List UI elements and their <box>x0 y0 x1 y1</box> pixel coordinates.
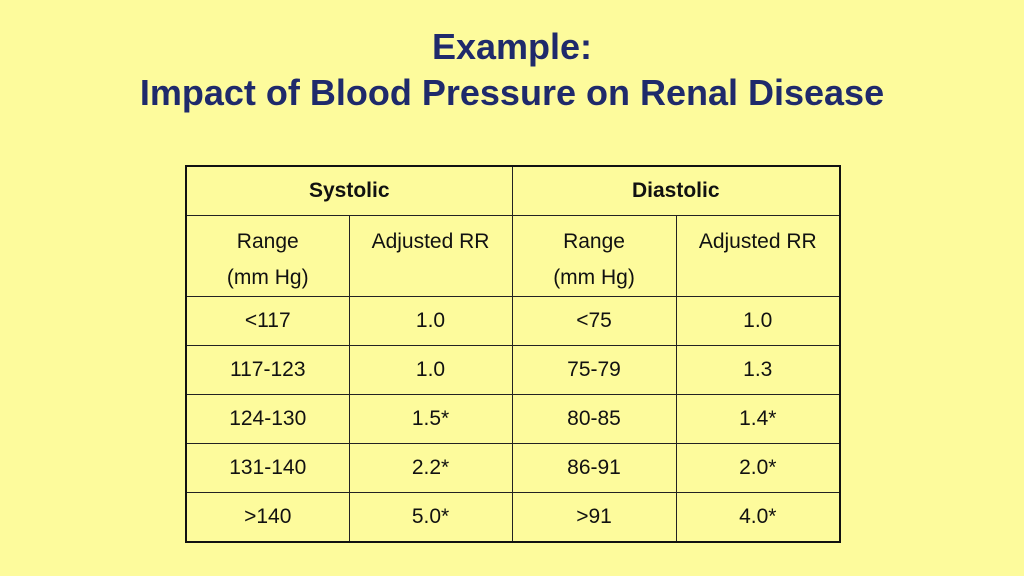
range-label: Range <box>563 230 625 253</box>
group-header-systolic: Systolic <box>185 165 513 216</box>
title-line-1: Example: <box>431 26 593 67</box>
diastolic-rr-cell: 1.4* <box>675 394 841 444</box>
table-row: 124-130 1.5* 80-85 1.4* <box>185 394 841 444</box>
diastolic-range-cell: >91 <box>511 492 677 543</box>
subheader-row: Range (mm Hg) Adjusted RR Range (mm Hg) … <box>185 215 841 297</box>
diastolic-rr-cell: 4.0* <box>675 492 841 543</box>
title-line-2: Impact of Blood Pressure on Renal Diseas… <box>139 72 885 113</box>
range-label: Range <box>236 230 299 253</box>
range-unit: (mm Hg) <box>226 266 309 289</box>
diastolic-range-header: Range (mm Hg) <box>511 215 677 297</box>
table-row: 131-140 2.2* 86-91 2.0* <box>185 443 841 493</box>
table-row: <117 1.0 <75 1.0 <box>185 296 841 346</box>
range-unit: (mm Hg) <box>553 266 635 289</box>
group-header-row: Systolic Diastolic <box>185 165 841 216</box>
systolic-rr-cell: 5.0* <box>348 492 513 543</box>
diastolic-rr-cell: 1.0 <box>675 296 841 346</box>
diastolic-range-cell: <75 <box>511 296 677 346</box>
systolic-range-cell: 117-123 <box>185 345 350 395</box>
diastolic-range-cell: 80-85 <box>511 394 677 444</box>
systolic-range-cell: <117 <box>185 296 350 346</box>
systolic-rr-cell: 1.0 <box>348 345 513 395</box>
table-row: >140 5.0* >91 4.0* <box>185 492 841 543</box>
systolic-range-cell: 131-140 <box>185 443 350 493</box>
group-header-diastolic: Diastolic <box>511 165 841 216</box>
systolic-range-header: Range (mm Hg) <box>185 215 350 297</box>
systolic-rr-header: Adjusted RR <box>348 215 513 297</box>
diastolic-range-cell: 75-79 <box>511 345 677 395</box>
systolic-range-cell: 124-130 <box>185 394 350 444</box>
diastolic-rr-cell: 1.3 <box>675 345 841 395</box>
diastolic-rr-cell: 2.0* <box>675 443 841 493</box>
systolic-range-cell: >140 <box>185 492 350 543</box>
systolic-rr-cell: 1.5* <box>348 394 513 444</box>
diastolic-range-cell: 86-91 <box>511 443 677 493</box>
systolic-rr-cell: 2.2* <box>348 443 513 493</box>
table-row: 117-123 1.0 75-79 1.3 <box>185 345 841 395</box>
slide-title: Example: Impact of Blood Pressure on Ren… <box>0 24 1024 116</box>
blood-pressure-table: Systolic Diastolic Range (mm Hg) Adjuste… <box>185 165 842 543</box>
systolic-rr-cell: 1.0 <box>348 296 513 346</box>
diastolic-rr-header: Adjusted RR <box>675 215 841 297</box>
